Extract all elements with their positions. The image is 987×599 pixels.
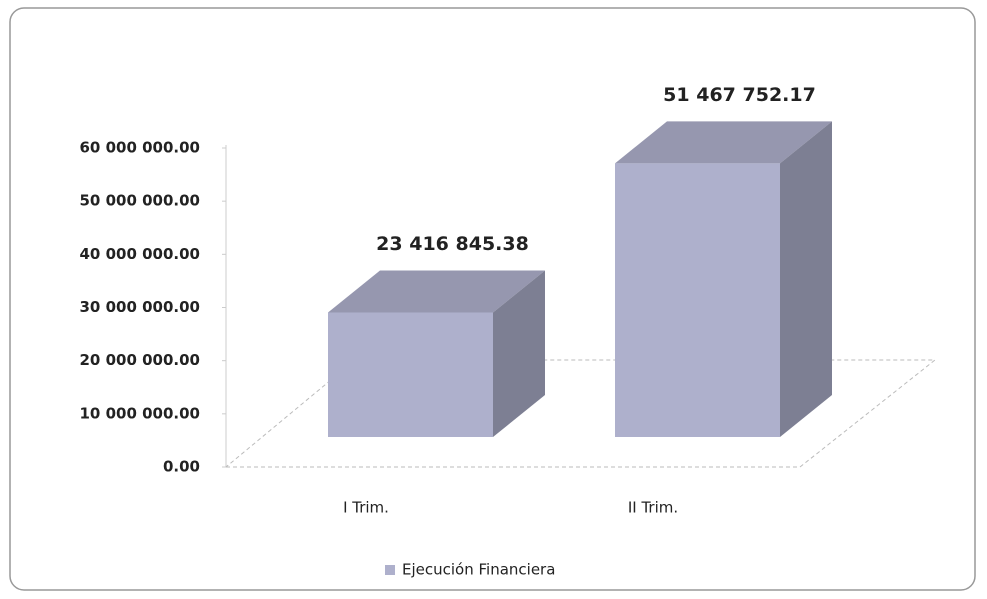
bar-side — [493, 270, 545, 437]
y-tick-label: 50 000 000.00 — [79, 192, 200, 210]
floor — [224, 359, 937, 468]
y-tick-label: 30 000 000.00 — [79, 298, 200, 316]
value-label: 51 467 752.17 — [663, 84, 816, 106]
bar — [328, 312, 493, 437]
x-tick-label: I Trim. — [343, 499, 389, 517]
y-tick-label: 20 000 000.00 — [79, 351, 200, 369]
legend-swatch — [385, 565, 395, 575]
bar-side — [780, 121, 832, 437]
y-tick-label: 10 000 000.00 — [79, 404, 200, 422]
x-tick-label: II Trim. — [628, 499, 678, 517]
y-tick-label: 0.00 — [163, 458, 200, 476]
y-tick-label: 40 000 000.00 — [79, 245, 200, 263]
bar-top — [615, 121, 832, 164]
bar-top — [328, 270, 545, 313]
y-tick-label: 60 000 000.00 — [79, 139, 200, 157]
legend-label: Ejecución Financiera — [402, 561, 555, 579]
bar — [615, 163, 780, 438]
value-label: 23 416 845.38 — [376, 233, 529, 255]
